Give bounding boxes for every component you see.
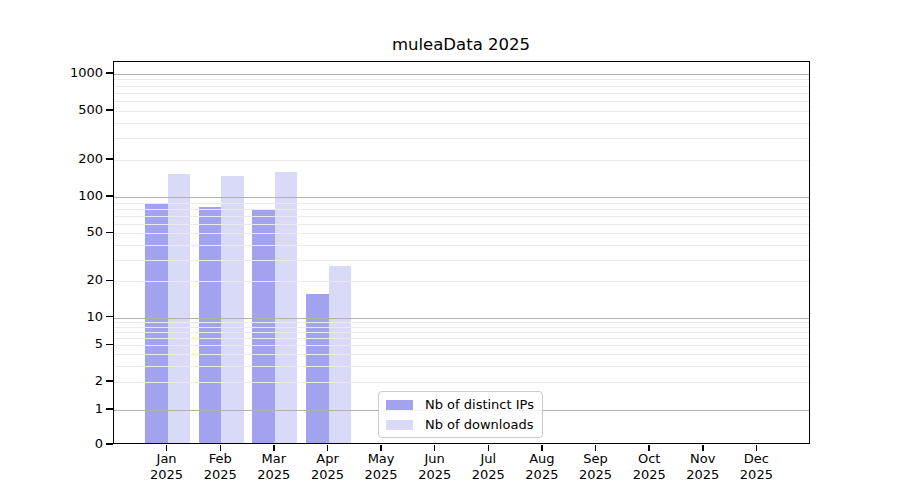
legend: Nb of distinct IPs Nb of downloads xyxy=(378,391,543,438)
y-axis-tick xyxy=(106,72,113,74)
minor-gridline xyxy=(114,345,809,346)
x-axis-tick xyxy=(648,445,650,451)
minor-gridline xyxy=(114,382,809,383)
minor-gridline xyxy=(114,322,809,323)
minor-gridline xyxy=(114,260,809,261)
minor-gridline xyxy=(114,138,809,139)
y-axis-tick xyxy=(106,344,113,346)
y-tick-label: 1000 xyxy=(0,64,103,82)
legend-swatch-downloads-icon xyxy=(386,420,413,430)
legend-item-distinct-ips: Nb of distinct IPs xyxy=(386,396,534,413)
y-axis-tick xyxy=(106,280,113,282)
major-gridline xyxy=(114,197,809,198)
legend-item-downloads: Nb of downloads xyxy=(386,416,534,433)
x-tick-label: Dec2025 xyxy=(716,451,796,483)
x-axis-tick xyxy=(220,445,222,451)
y-tick-label: 10 xyxy=(0,308,103,326)
x-tick-label-line: 2025 xyxy=(716,467,796,483)
y-axis-tick xyxy=(106,158,113,160)
bar-downloads xyxy=(168,174,191,443)
minor-gridline xyxy=(114,86,809,87)
x-axis-tick xyxy=(488,445,490,451)
plot-area xyxy=(113,61,810,444)
minor-gridline xyxy=(114,93,809,94)
minor-gridline xyxy=(114,79,809,80)
minor-gridline xyxy=(114,366,809,367)
minor-gridline xyxy=(114,338,809,339)
minor-gridline xyxy=(114,160,809,161)
y-tick-label: 2 xyxy=(0,372,103,390)
x-axis-tick xyxy=(273,445,275,451)
minor-gridline xyxy=(114,281,809,282)
x-axis-tick xyxy=(166,445,168,451)
minor-gridline xyxy=(114,216,809,217)
y-axis-tick xyxy=(106,109,113,111)
x-axis-tick xyxy=(434,445,436,451)
minor-gridline xyxy=(114,332,809,333)
chart-figure: muleaData 2025 Nb of distinct IPs Nb of … xyxy=(0,0,900,500)
legend-label-distinct-ips: Nb of distinct IPs xyxy=(425,397,534,412)
y-axis-tick xyxy=(106,380,113,382)
legend-label-downloads: Nb of downloads xyxy=(425,417,533,432)
y-tick-label: 500 xyxy=(0,101,103,119)
minor-gridline xyxy=(114,233,809,234)
y-axis-tick xyxy=(106,443,113,445)
x-axis-tick xyxy=(541,445,543,451)
y-tick-label: 1 xyxy=(0,400,103,418)
x-axis-tick xyxy=(756,445,758,451)
bar-distinct-ips xyxy=(145,204,168,443)
minor-gridline xyxy=(114,123,809,124)
y-tick-label: 0 xyxy=(0,435,103,453)
y-axis-tick xyxy=(106,316,113,318)
y-tick-label: 20 xyxy=(0,271,103,289)
minor-gridline xyxy=(114,111,809,112)
x-axis-tick xyxy=(595,445,597,451)
minor-gridline xyxy=(114,224,809,225)
y-tick-label: 50 xyxy=(0,223,103,241)
x-tick-label-line: Dec xyxy=(716,451,796,467)
y-axis-tick xyxy=(106,408,113,410)
major-gridline xyxy=(114,318,809,319)
minor-gridline xyxy=(114,203,809,204)
y-tick-label: 5 xyxy=(0,335,103,353)
major-gridline xyxy=(114,74,809,75)
y-axis-tick xyxy=(106,232,113,234)
bar-downloads xyxy=(275,172,298,444)
legend-swatch-distinct-ips-icon xyxy=(386,400,413,410)
y-axis-tick xyxy=(106,195,113,197)
minor-gridline xyxy=(114,245,809,246)
x-axis-tick xyxy=(327,445,329,451)
minor-gridline xyxy=(114,354,809,355)
minor-gridline xyxy=(114,327,809,328)
minor-gridline xyxy=(114,101,809,102)
x-axis-tick xyxy=(380,445,382,451)
minor-gridline xyxy=(114,209,809,210)
y-tick-label: 100 xyxy=(0,187,103,205)
chart-title: muleaData 2025 xyxy=(161,35,761,54)
x-axis-tick xyxy=(702,445,704,451)
bar-distinct-ips xyxy=(199,207,222,443)
y-tick-label: 200 xyxy=(0,150,103,168)
